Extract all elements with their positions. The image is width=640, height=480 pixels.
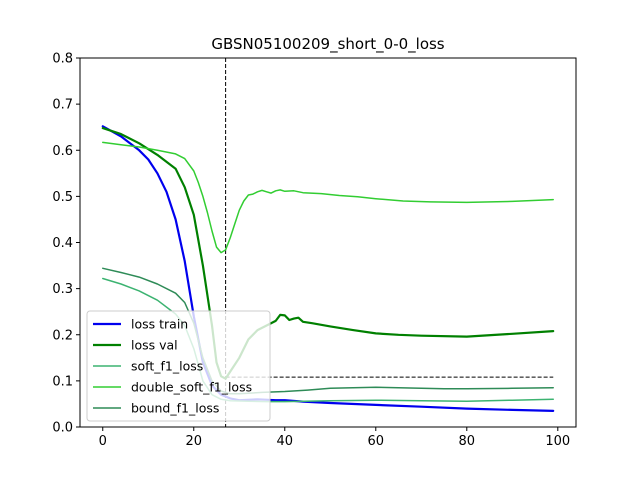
y-tick-label: 0.0 — [52, 421, 73, 436]
y-tick-label: 0.5 — [52, 190, 73, 205]
legend: loss train loss val soft_f1_loss double_sof… — [86, 310, 271, 422]
legend-label: soft_f1_loss — [131, 359, 203, 374]
y-tick-label: 0.7 — [52, 98, 73, 113]
legend-label: loss train — [131, 317, 188, 332]
x-tick-label: 20 — [185, 434, 202, 449]
reference-lines — [225, 58, 554, 427]
x-tick-label: 100 — [545, 434, 570, 449]
x-tick-label: 40 — [276, 434, 293, 449]
y-tick-label: 0.3 — [52, 282, 73, 297]
y-tick-label: 0.6 — [52, 144, 73, 159]
legend-box — [86, 310, 271, 422]
y-tick-label: 0.2 — [52, 328, 73, 343]
y-tick-label: 0.8 — [52, 52, 73, 67]
series-line-double-soft-f1-loss — [102, 141, 554, 254]
y-tick-label: 0.4 — [52, 236, 73, 251]
y-axis: 0.0 0.1 0.2 0.3 0.4 0.5 0.6 0.7 0.8 — [52, 52, 80, 436]
legend-label: loss val — [131, 338, 178, 353]
chart-title: GBSN05100209_short_0-0_loss — [211, 35, 444, 54]
x-axis: 0 20 40 60 80 100 — [99, 427, 570, 449]
x-tick-label: 80 — [459, 434, 476, 449]
y-tick-label: 0.1 — [52, 374, 73, 389]
x-tick-label: 60 — [368, 434, 385, 449]
legend-label: double_soft_f1_loss — [131, 380, 252, 395]
x-tick-label: 0 — [99, 434, 107, 449]
legend-label: bound_f1_loss — [131, 401, 219, 416]
